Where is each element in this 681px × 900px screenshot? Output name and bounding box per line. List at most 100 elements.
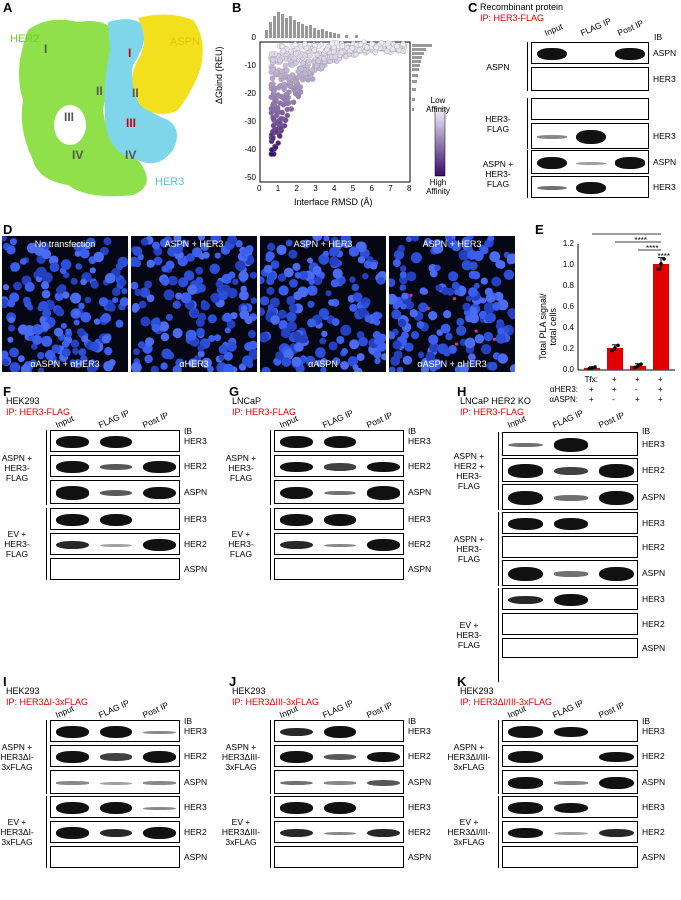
ib-row-label: HER2 <box>642 542 665 552</box>
blot-band <box>280 727 314 737</box>
column-label: Post IP <box>596 409 626 430</box>
scatter-point <box>368 41 375 47</box>
blot-band <box>323 781 357 785</box>
panel-label: G <box>229 384 240 399</box>
scatter-xlabel: Interface RMSD (Å) <box>294 197 373 207</box>
blot-band <box>508 464 543 478</box>
ib-row-label: HER3 <box>642 439 665 449</box>
blot-band <box>553 726 589 738</box>
micro-caption-top: ASPN + HER3 <box>164 239 224 249</box>
scatter-point <box>292 78 299 85</box>
blot-band <box>99 543 133 547</box>
blot-band <box>142 538 176 552</box>
blot-strip <box>274 480 404 504</box>
scatter-point <box>268 94 275 100</box>
ib-row-label: ASPN <box>184 777 208 787</box>
micro-caption-top: No transfection <box>34 239 96 249</box>
blot-strip <box>50 558 180 580</box>
scatter-ytick: -30 <box>244 117 256 126</box>
blot-band <box>576 181 606 195</box>
ib-row-label: ASPN <box>408 564 432 574</box>
bar-chart: ************ <box>577 233 675 371</box>
blot-strip <box>274 558 404 580</box>
scatter-point <box>329 40 336 47</box>
blot-band <box>508 490 543 506</box>
scatter-xtick: 0 <box>257 184 262 193</box>
scatter-point <box>278 93 285 100</box>
scatter-point <box>275 140 281 146</box>
scatter-point <box>269 147 275 153</box>
blot-strip <box>502 770 638 794</box>
blot-strip <box>502 638 638 658</box>
blot-strip <box>50 508 180 530</box>
blot-strip <box>274 720 404 742</box>
blot-band <box>142 461 176 473</box>
scatter-point <box>324 46 330 53</box>
blot-strip <box>274 770 404 794</box>
group-bracket <box>46 508 47 580</box>
sig-stars: **** <box>646 244 658 253</box>
panel-ip-label: IP: HER3-FLAG <box>232 407 297 417</box>
her2-numeral-2: II <box>96 84 103 98</box>
micrograph: ASPN + HER3 αASPN <box>260 236 386 372</box>
blot-band <box>280 540 314 550</box>
blot-strip <box>50 745 180 767</box>
blot-band <box>99 489 133 497</box>
data-point <box>613 346 617 350</box>
scatter-point <box>277 57 283 64</box>
ib-row-label: HER2 <box>408 539 431 549</box>
scatter-point <box>290 99 297 106</box>
scatter-ytick: -20 <box>244 89 256 98</box>
group-label: ASPN + HER3ΔI- 3xFLAG <box>0 742 34 772</box>
ib-row-label: ASPN <box>184 487 208 497</box>
scatter-point <box>273 128 280 135</box>
scatter-point <box>297 89 304 95</box>
column-label: FLAG IP <box>321 407 356 430</box>
panel-cell-line: HEK293 <box>6 396 40 406</box>
blot-band <box>323 490 357 496</box>
ib-row-label: HER2 <box>408 751 431 761</box>
blot-strip <box>502 536 638 558</box>
scatter-point <box>272 144 279 151</box>
blot-band <box>56 435 90 449</box>
blot-strip <box>274 796 404 818</box>
legend-low-affinity: Low Affinity <box>426 96 450 114</box>
scatter-ytick: -50 <box>244 173 256 182</box>
bar-ytick: 0.2 <box>562 344 574 353</box>
blot-band <box>142 751 176 763</box>
blot-band <box>508 566 543 582</box>
blot-band <box>553 802 589 814</box>
blot-band <box>615 157 646 169</box>
panel-cell-line: LNCaP HER2 KO <box>460 396 531 406</box>
panel-label-e: E <box>535 222 544 237</box>
scatter-point <box>298 66 304 72</box>
group-label: EV + HER3- FLAG <box>4 529 30 559</box>
blot-band <box>508 442 543 448</box>
ib-row-label: ASPN <box>653 48 677 58</box>
blot-band <box>280 461 314 473</box>
scatter-xtick: 2 <box>294 184 299 193</box>
scatter-point <box>300 60 306 66</box>
blot-band <box>142 486 176 500</box>
scatter-point <box>275 84 282 91</box>
group-bracket <box>46 720 47 794</box>
micrograph: ASPN + HER3 αASPN + αHER3 <box>389 236 515 372</box>
scatter-point <box>268 105 275 112</box>
blot-band <box>280 751 314 763</box>
scatter-point <box>278 115 284 122</box>
scatter-point <box>278 125 284 131</box>
bar-ytick: 1.0 <box>562 260 574 269</box>
blot-band <box>99 753 133 761</box>
scatter-point <box>272 100 278 106</box>
panel-c-ip: IP: HER3-FLAG <box>480 13 545 23</box>
group-label: ASPN + HER3- FLAG <box>225 452 257 483</box>
label-her3-domain: HER3 <box>155 176 185 188</box>
blot-strip <box>274 430 404 452</box>
blot-band <box>99 725 133 739</box>
scatter-point <box>284 67 290 74</box>
scatter-point <box>311 47 318 53</box>
blot-band <box>615 48 646 60</box>
micro-caption-bottom: αASPN <box>308 359 338 369</box>
blot-band <box>536 156 567 170</box>
column-label: FLAG IP <box>551 697 586 720</box>
